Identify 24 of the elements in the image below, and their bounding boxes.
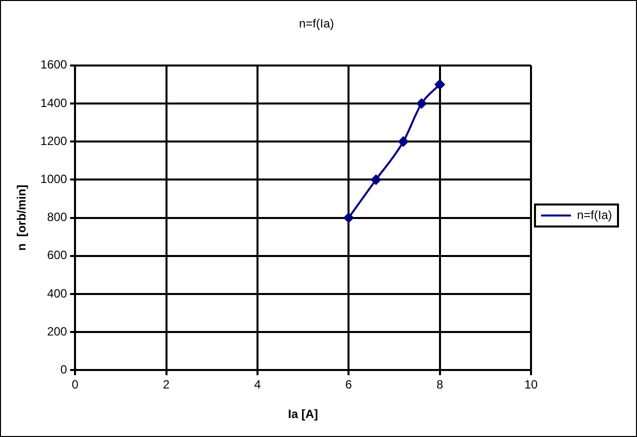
x-tick-label: 10 (524, 378, 538, 392)
x-axis-title: Ia [A] (288, 407, 318, 422)
y-tick-label: 0 (60, 362, 68, 377)
y-tick-label: 600 (47, 248, 68, 262)
y-axis-title: n [orb/min] (14, 184, 29, 251)
point (416, 98, 427, 108)
x-tick-label: 4 (254, 378, 262, 392)
y-tick-label: 200 (47, 324, 68, 338)
point (398, 136, 408, 147)
y-tick-label: 800 (47, 210, 68, 224)
legend-label: n=f(Ia) (576, 208, 612, 222)
x-tick-label: 2 (162, 378, 170, 392)
y-tick-label: 1200 (40, 134, 68, 148)
y-tick-label: 1400 (40, 96, 68, 110)
y-tick-label: 1600 (40, 58, 68, 72)
x-tick-label: 6 (345, 378, 352, 392)
y-tick-label: 1000 (40, 172, 68, 186)
point (434, 79, 445, 90)
y-tick-label: 400 (47, 286, 68, 300)
point (344, 212, 354, 223)
chart-title: n=f(Ia) (298, 16, 334, 31)
point (370, 174, 381, 185)
x-tick-label: 8 (436, 378, 444, 392)
x-tick-label: 0 (72, 378, 79, 392)
